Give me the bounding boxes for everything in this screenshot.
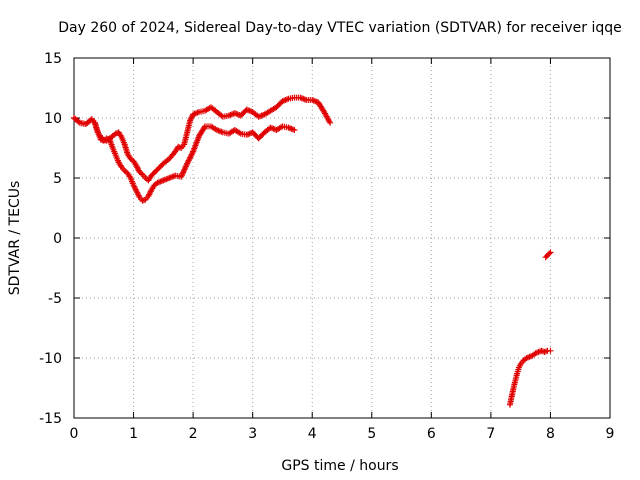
y-tick-label: -15 [39, 411, 62, 427]
x-tick-label: 0 [70, 426, 79, 442]
data-point-marker [547, 347, 554, 354]
x-tick-label: 4 [308, 426, 317, 442]
x-tick-label: 6 [427, 426, 436, 442]
x-tick-label: 8 [546, 426, 555, 442]
x-tick-label: 2 [189, 426, 198, 442]
data-point-marker [327, 119, 334, 126]
chart-title: Day 260 of 2024, Sidereal Day-to-day VTE… [58, 20, 622, 36]
data-point-marker [547, 249, 554, 256]
x-axis-label: GPS time / hours [281, 458, 398, 474]
x-tick-label: 9 [606, 426, 615, 442]
y-tick-label: -5 [48, 291, 62, 307]
data-point-marker [291, 127, 298, 133]
data-points [71, 94, 554, 408]
axis-ticks: 0 1 2 3 4 5 6 7 8 9 -15 -10 -5 0 5 10 15 [39, 51, 614, 442]
data-point-marker [546, 250, 553, 257]
x-tick-label: 1 [129, 426, 138, 442]
y-tick-label: 0 [53, 231, 62, 247]
y-tick-label: -10 [39, 351, 62, 367]
x-tick-label: 5 [367, 426, 376, 442]
x-tick-label: 3 [248, 426, 257, 442]
grid-lines [74, 58, 610, 418]
y-axis-label: SDTVAR / TECUs [7, 181, 23, 296]
y-tick-label: 15 [44, 51, 62, 67]
x-tick-label: 7 [486, 426, 495, 442]
y-tick-label: 5 [53, 171, 62, 187]
y-tick-label: 10 [44, 111, 62, 127]
data-point-marker [201, 124, 208, 131]
